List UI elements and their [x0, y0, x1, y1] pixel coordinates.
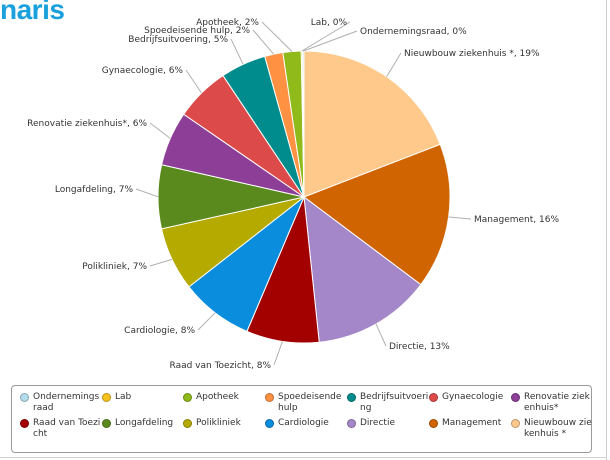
legend-label: Lab — [115, 392, 132, 402]
pie-connector-polikliniek — [149, 258, 173, 267]
pie-connector-nieuwbouw-ziekenhuis — [386, 52, 402, 77]
legend-label: Management — [442, 418, 502, 428]
pie-data-label-longafdeling: Longafdeling, 7% — [55, 185, 134, 195]
pie-connector-longafdeling — [135, 188, 159, 198]
legend-label: Polikliniek — [196, 418, 241, 428]
pie-connector-bedrijfsuitvoering — [230, 38, 244, 65]
legend-swatch-icon — [347, 393, 356, 402]
legend-label: Gynaecologie — [442, 392, 504, 402]
legend-label: Nieuwbouw ziekenhuis * — [524, 418, 592, 439]
legend-swatch-icon — [265, 393, 274, 402]
legend-swatch-icon — [20, 393, 29, 402]
pie-data-label-apotheek: Apotheek, 2% — [196, 18, 259, 28]
frame-bottom-border — [0, 457, 607, 458]
pie-data-label-spoedeisende-hulp: Spoedeisende hulp, 2% — [144, 26, 250, 36]
pie-connector-raad-van-toezicht — [273, 341, 283, 366]
pie-data-label-renovatie-ziekenhuis: Renovatie ziekenhuis*, 6% — [27, 119, 147, 129]
pie-connector-apotheek — [261, 21, 293, 52]
pie-slice-nieuwbouw-ziekenhuis[interactable] — [303, 50, 441, 198]
pie-connector-cardiologie — [197, 312, 216, 331]
pie-data-label-nieuwbouw-ziekenhuis: Nieuwbouw ziekenhuis *, 19% — [404, 49, 540, 59]
legend-swatch-icon — [429, 393, 438, 402]
pie-data-label-ondernemingsraad: Ondernemingsraad, 0% — [360, 27, 467, 37]
pie-connector-lab — [301, 21, 351, 52]
pie-data-label-bedrijfsuitvoering: Bedrijfsuitvoering, 5% — [128, 35, 228, 45]
pie-data-label-management: Management, 16% — [474, 215, 559, 225]
legend-swatch-icon — [20, 419, 29, 428]
legend-swatch-icon — [511, 393, 520, 402]
pie-data-label-raad-van-toezicht: Raad van Toezicht, 8% — [170, 361, 272, 371]
legend-swatch-icon — [183, 419, 192, 428]
pie-data-label-gynaecologie: Gynaecologie, 6% — [102, 66, 184, 76]
legend-swatch-icon — [429, 419, 438, 428]
legend-swatch-icon — [265, 419, 274, 428]
pie-chart: Nieuwbouw ziekenhuis *, 19% Management, 1… — [27, 18, 559, 371]
frame-right-border — [606, 0, 607, 460]
pie-data-label-polikliniek: Polikliniek, 7% — [82, 262, 147, 272]
legend-label: Apotheek — [196, 392, 239, 402]
legend-label: Bedrijfsuitvoering — [360, 392, 429, 413]
legend-label: Ondernemingsraad — [33, 392, 100, 413]
legend-label: Directie — [360, 418, 395, 428]
chart-legend: Ondernemingsraad Lab Apotheek Spoedeisende … — [11, 385, 592, 453]
legend-swatch-icon — [511, 419, 520, 428]
pie-connector-renovatie-ziekenhuis — [149, 122, 171, 139]
pie-connector-directie — [375, 323, 387, 347]
pie-data-label-cardiologie: Cardiologie, 8% — [124, 326, 195, 336]
legend-swatch-icon — [347, 419, 356, 428]
legend-label: Raad van Toezicht — [33, 418, 101, 439]
legend-swatch-icon — [102, 419, 111, 428]
pie-connector-ondernemingsraad — [303, 30, 358, 52]
legend-swatch-icon — [183, 393, 192, 402]
legend-label: Cardiologie — [278, 418, 329, 428]
pie-data-label-lab: Lab, 0% — [311, 18, 348, 28]
legend-label: Spoedeisende hulp — [278, 392, 342, 413]
pie-data-label-directie: Directie, 13% — [389, 342, 450, 352]
brand-logo: naris — [0, 0, 65, 25]
pie-connector-management — [448, 216, 472, 220]
legend-swatch-icon — [102, 393, 111, 402]
legend-label: Renovatie ziekenhuis* — [524, 392, 590, 413]
pie-connector-spoedeisende-hulp — [252, 29, 275, 55]
legend-label: Longafdeling — [115, 418, 174, 428]
pie-connector-gynaecologie — [185, 69, 202, 94]
pie-slice-management[interactable] — [302, 143, 451, 286]
